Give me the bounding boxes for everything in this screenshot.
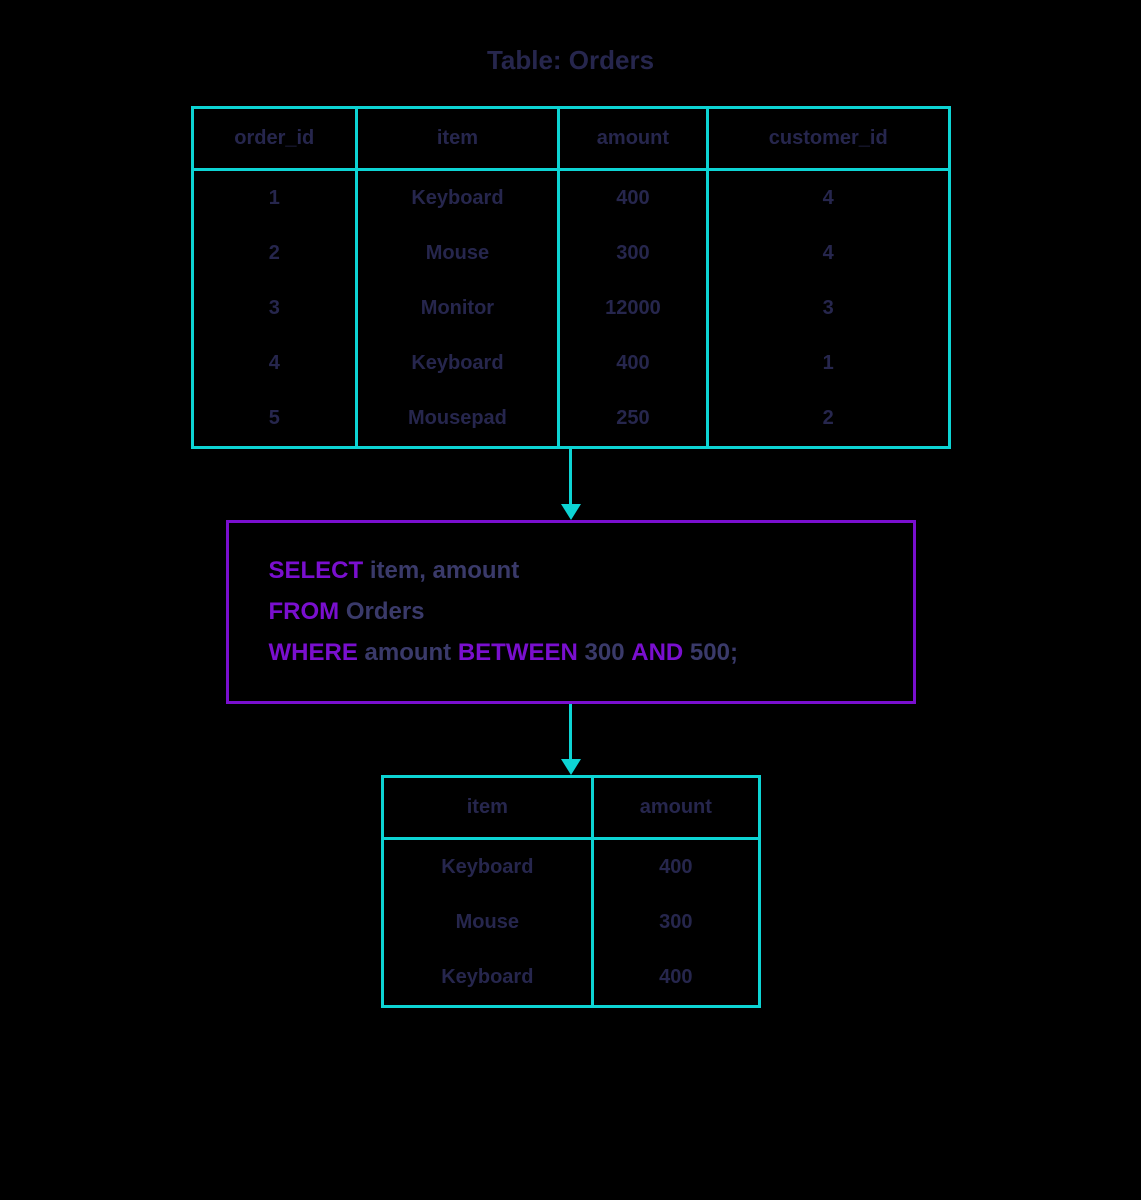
arrow-down-1	[561, 449, 581, 520]
table-cell: Keyboard	[357, 170, 559, 227]
table-row: Keyboard400	[382, 839, 759, 896]
table-row: Mouse300	[382, 895, 759, 950]
result-table: itemamount Keyboard400Mouse300Keyboard40…	[381, 775, 761, 1008]
table-cell: 400	[558, 336, 707, 391]
table-cell: Keyboard	[382, 839, 593, 896]
sql-keyword: SELECT	[269, 557, 364, 584]
table-cell: 4	[192, 336, 357, 391]
table-cell: Keyboard	[357, 336, 559, 391]
table-cell: 4	[707, 170, 949, 227]
table-row: 1Keyboard4004	[192, 170, 949, 227]
table-cell: 400	[593, 839, 759, 896]
sql-keyword: WHERE	[269, 639, 358, 666]
orders-table: order_iditemamountcustomer_id 1Keyboard4…	[191, 106, 951, 449]
table-title: Table: Orders	[487, 45, 654, 76]
sql-keyword: BETWEEN	[458, 639, 578, 666]
table-cell: 300	[593, 895, 759, 950]
table-cell: 1	[707, 336, 949, 391]
result-col-header: amount	[593, 777, 759, 839]
sql-text: 500;	[683, 639, 738, 666]
table-cell: 400	[558, 170, 707, 227]
table-cell: 3	[192, 281, 357, 336]
sql-text: item, amount	[363, 557, 519, 584]
orders-col-header: item	[357, 108, 559, 170]
orders-col-header: amount	[558, 108, 707, 170]
sql-text: amount	[358, 639, 458, 666]
table-cell: 250	[558, 391, 707, 448]
result-col-header: item	[382, 777, 593, 839]
table-row: 5Mousepad2502	[192, 391, 949, 448]
table-cell: 4	[707, 226, 949, 281]
sql-text: Orders	[339, 598, 424, 625]
table-cell: 400	[593, 950, 759, 1007]
table-cell: 1	[192, 170, 357, 227]
sql-text: 300	[578, 639, 631, 666]
table-cell: Mousepad	[357, 391, 559, 448]
orders-col-header: order_id	[192, 108, 357, 170]
table-cell: Monitor	[357, 281, 559, 336]
sql-query-box: SELECT item, amount FROM Orders WHERE amou…	[226, 520, 916, 704]
table-cell: 300	[558, 226, 707, 281]
table-cell: Mouse	[357, 226, 559, 281]
table-row: 2Mouse3004	[192, 226, 949, 281]
table-cell: 3	[707, 281, 949, 336]
table-cell: Keyboard	[382, 950, 593, 1007]
table-cell: 2	[192, 226, 357, 281]
table-row: 3Monitor120003	[192, 281, 949, 336]
table-row: Keyboard400	[382, 950, 759, 1007]
arrow-down-2	[561, 704, 581, 775]
sql-keyword: AND	[631, 639, 683, 666]
orders-col-header: customer_id	[707, 108, 949, 170]
table-cell: 2	[707, 391, 949, 448]
table-cell: Mouse	[382, 895, 593, 950]
table-row: 4Keyboard4001	[192, 336, 949, 391]
sql-keyword: FROM	[269, 598, 340, 625]
table-cell: 5	[192, 391, 357, 448]
table-cell: 12000	[558, 281, 707, 336]
